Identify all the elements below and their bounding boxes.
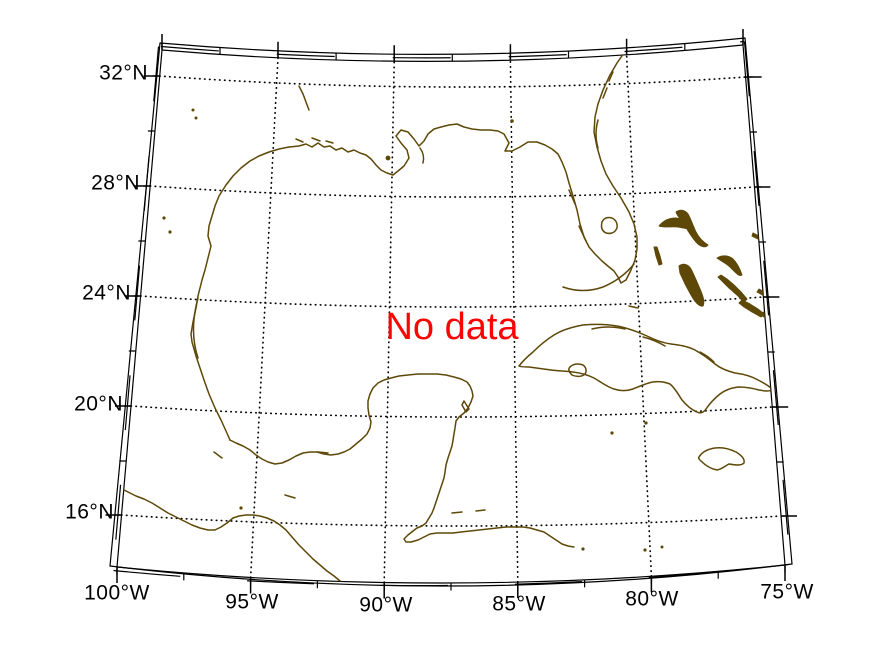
frame-outer-rail [109, 37, 793, 587]
coast-pacific [119, 487, 347, 584]
cozumel-island [461, 400, 470, 413]
bahamas-abaco [675, 209, 709, 248]
lon-label-95w: 95°W [225, 590, 279, 614]
bahamas-eleuthera [716, 255, 743, 276]
no-data-label: No data [385, 306, 519, 348]
small-lake [194, 116, 198, 120]
axis-ticks [105, 29, 797, 599]
parallel-20n [130, 405, 774, 418]
frame-mid-bottom [113, 563, 789, 587]
florida-barrier-islands [568, 71, 614, 242]
coast-mexico [229, 373, 575, 548]
parallel-28n [149, 185, 756, 198]
lake-okeechobee [600, 216, 618, 235]
small-lake [191, 108, 195, 112]
lon-label-75w: 75°W [760, 580, 814, 604]
map-frame [105, 29, 797, 599]
bahamas-long-island [738, 299, 765, 318]
small-lake [168, 230, 172, 234]
bahamas-bimini [653, 246, 663, 266]
honduras-islet [581, 547, 585, 551]
coast-us [190, 45, 638, 441]
isla-juventud [568, 363, 587, 378]
cuba-north-keys [591, 326, 715, 363]
honduras-islet [660, 545, 664, 549]
lat-label-16n: 16°N [65, 500, 114, 524]
honduras-cays [451, 305, 639, 514]
meridian-90w [383, 60, 396, 584]
frame-mid-right [743, 41, 792, 565]
small-lake [162, 216, 166, 220]
meridian-80w [625, 53, 653, 578]
coast-cuba [518, 323, 773, 414]
meridian-95w [249, 56, 279, 579]
cayman-islands [610, 431, 614, 435]
bahamas-andros [678, 263, 705, 307]
parallel-16n [120, 514, 782, 527]
parallel-32n [158, 75, 747, 88]
louisiana-islets [295, 137, 334, 144]
graticule-grid [120, 53, 782, 584]
lon-label-100w: 100°W [84, 581, 150, 605]
lat-label-28n: 28°N [91, 171, 140, 195]
frame-dividers-bottom [116, 565, 786, 591]
honduras-islet [643, 548, 647, 552]
cayman-islands [644, 421, 648, 425]
lat-label-32n: 32°N [99, 61, 148, 85]
parallel-24n [139, 295, 765, 308]
lat-label-24n: 24°N [82, 281, 131, 305]
lat-label-20n: 20°N [74, 392, 123, 416]
terminos-lagoon [317, 451, 329, 454]
bahamas-exuma [717, 274, 748, 303]
sabine-river [298, 85, 310, 111]
big-bend-islet [510, 119, 514, 123]
lon-label-90w: 90°W [359, 593, 413, 617]
laguna-madre [192, 297, 199, 359]
coast-jamaica [697, 447, 745, 471]
frame-mid-top [160, 40, 745, 59]
chandeleur-islands [419, 147, 425, 164]
lon-label-85w: 85°W [492, 592, 546, 616]
delta-islet [385, 155, 391, 161]
lon-label-80w: 80°W [625, 587, 679, 611]
coast-florida-keys [562, 263, 635, 292]
coastal-lagoons [213, 451, 296, 499]
meridian-85w [509, 59, 519, 583]
frame-mid-left [112, 46, 160, 567]
small-lake [239, 506, 243, 510]
coastlines [119, 45, 773, 584]
